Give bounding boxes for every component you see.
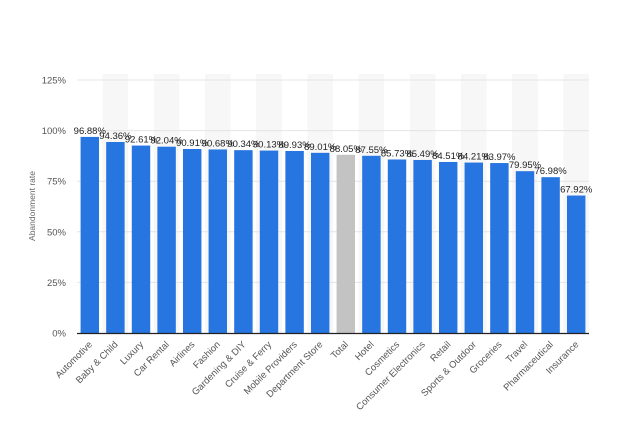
- data-label: 87.55%: [355, 145, 388, 156]
- data-label: 89.01%: [304, 142, 337, 153]
- bar: [336, 154, 356, 333]
- bars: [80, 136, 586, 333]
- data-label: 96.88%: [74, 126, 107, 137]
- data-label: 90.13%: [253, 140, 286, 151]
- data-labels: 96.88%94.36%92.61%92.04%90.91%90.68%90.3…: [74, 126, 593, 196]
- bar: [80, 136, 100, 333]
- data-label: 88.05%: [330, 144, 363, 155]
- bar: [566, 195, 586, 333]
- bar: [541, 177, 560, 333]
- data-label: 67.92%: [560, 185, 593, 196]
- bar: [362, 155, 381, 333]
- data-label: 89.93%: [278, 140, 311, 151]
- y-tick-label: 25%: [47, 278, 67, 289]
- bar: [464, 162, 484, 333]
- data-label: 84.51%: [432, 151, 465, 162]
- bar: [234, 150, 253, 333]
- bar: [106, 142, 125, 333]
- bar: [157, 146, 176, 333]
- bar: [515, 171, 535, 333]
- y-tick-label: 0%: [52, 329, 66, 340]
- bar: [285, 150, 304, 333]
- bar: [131, 145, 151, 333]
- x-tick-label: Hotel: [353, 339, 376, 362]
- data-label: 83.97%: [483, 152, 516, 163]
- data-label: 84.21%: [458, 152, 491, 163]
- data-label: 85.73%: [381, 148, 414, 159]
- bar: [208, 149, 228, 333]
- y-axis-ticks: 0% 25% 50% 75% 100% 125%: [42, 76, 67, 340]
- data-label: 94.36%: [99, 131, 132, 142]
- data-label: 90.34%: [227, 139, 260, 150]
- y-tick-label: 125%: [42, 76, 67, 87]
- x-tick-label: Total: [329, 339, 351, 361]
- bar: [310, 152, 330, 333]
- y-tick-label: 50%: [47, 227, 67, 238]
- data-label: 92.04%: [150, 136, 183, 147]
- bar: [387, 159, 407, 333]
- bar: [438, 161, 458, 333]
- y-axis-title: Abandonment rate: [27, 171, 37, 241]
- data-label: 76.98%: [534, 166, 567, 177]
- bar: [413, 159, 432, 333]
- data-label: 85.49%: [406, 149, 439, 160]
- data-label: 90.91%: [176, 138, 209, 149]
- data-label: 79.95%: [509, 160, 542, 171]
- y-tick-label: 100%: [42, 126, 67, 137]
- data-label: 92.61%: [125, 135, 158, 146]
- y-tick-label: 75%: [47, 177, 67, 188]
- bar: [259, 150, 279, 333]
- bar: [182, 148, 202, 333]
- data-label: 90.68%: [202, 138, 235, 149]
- bar: [490, 163, 509, 333]
